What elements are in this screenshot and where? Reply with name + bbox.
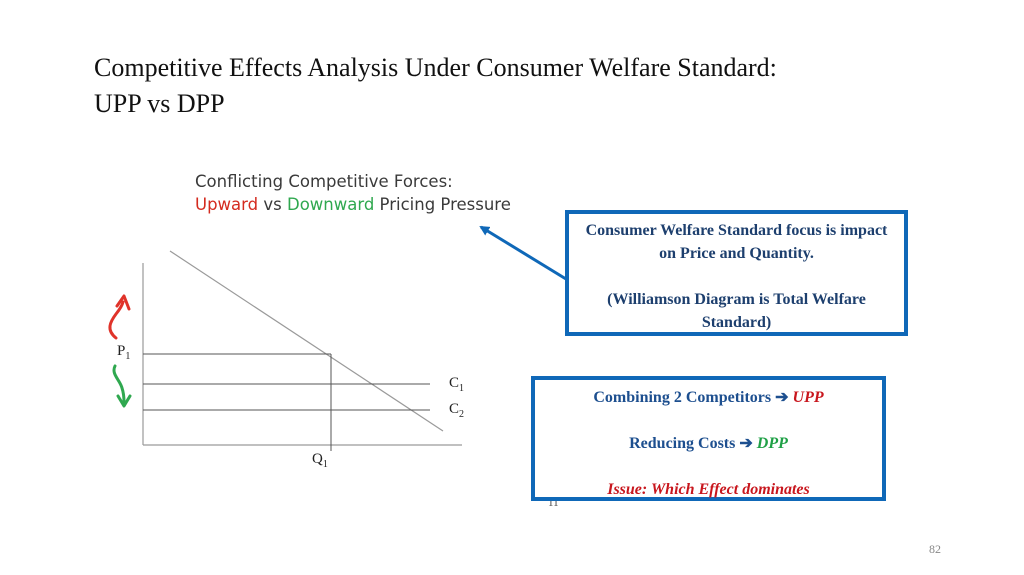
label-c2: C2 [449,401,465,420]
arrow-right-icon: ➔ [775,389,789,406]
dpp-label: DPP [756,435,788,452]
callout-1-line-1: Consumer Welfare Standard focus is impac… [585,222,888,262]
callout-1-line-2: (Williamson Diagram is Total Welfare Sta… [607,291,866,331]
slide-title-line-2: UPP vs DPP [94,89,225,118]
downward-label: Downward [286,195,375,214]
diagram-title-line-1: Conflicting Competitive Forces: [195,172,453,191]
diagram-title-line-2: Upward vs Downward Pricing Pressure [195,193,511,216]
pricing-pressure-label: Pricing Pressure [374,195,511,214]
page-number: 82 [929,542,941,556]
upp-dpp-callout: Combining 2 Competitors ➔ UPP Reducing C… [531,376,886,501]
downward-arrow-icon [112,364,126,404]
slide-title-line-1: Competitive Effects Analysis Under Consu… [94,53,777,82]
reducing-line: Reducing Costs ➔ DPP [629,435,788,452]
label-p1: P1 [117,343,131,362]
slide-title: Competitive Effects Analysis Under Consu… [94,50,954,122]
downward-arrowhead-icon [116,394,132,408]
combining-line: Combining 2 Competitors ➔ UPP [593,389,824,406]
slide-footnote: 11 [548,497,559,509]
upward-label: Upward [195,195,259,214]
diagram-title: Conflicting Competitive Forces: Upward v… [195,170,511,216]
label-c1: C1 [449,375,465,394]
issue-line: Issue: Which Effect dominates [607,481,810,498]
upp-label: UPP [792,389,824,406]
consumer-welfare-callout: Consumer Welfare Standard focus is impac… [565,210,908,336]
upward-arrow-icon [108,300,125,340]
demand-line [169,250,444,432]
label-q1: Q1 [312,451,328,470]
arrow-right-icon: ➔ [739,435,753,452]
vs-label: vs [258,195,287,214]
upward-arrowhead-icon [115,294,131,311]
callout-pointer-arrow [479,225,567,281]
